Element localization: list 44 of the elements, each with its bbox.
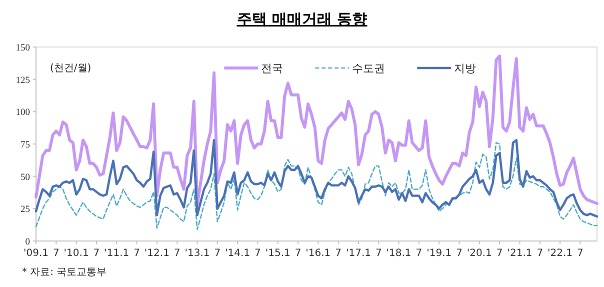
y-tick-label: 25 xyxy=(20,205,30,216)
chart-title: 주택 매매거래 동향 xyxy=(236,10,368,28)
x-tick-label: 7 xyxy=(416,248,422,259)
x-tick-label: '11.1 xyxy=(104,248,130,259)
x-tick-label: 7 xyxy=(294,248,302,259)
legend-label: 수도권 xyxy=(352,62,386,75)
x-tick-label: 7 xyxy=(214,248,221,259)
x-tick-label: '21.1 xyxy=(507,248,532,259)
line-series xyxy=(34,138,598,218)
x-tick-label: 7 xyxy=(93,248,100,259)
x-tick-label: 7 xyxy=(536,248,544,259)
x-tick-label: '15.1 xyxy=(265,248,290,259)
y-tick-label: 125 xyxy=(16,76,30,86)
text: * 자료: 국토교통부 xyxy=(22,267,107,278)
x-tick-label: '13.1 xyxy=(184,248,210,259)
y-tick-label: 0 xyxy=(25,238,30,248)
line-series xyxy=(35,142,598,230)
x-tick-label: 7 xyxy=(456,248,462,259)
legend-label: 지방 xyxy=(454,62,476,75)
x-tick-label: 7 xyxy=(52,248,60,259)
x-tick-label: 7 xyxy=(134,248,140,259)
x-tick-label: 7 xyxy=(174,248,180,259)
x-tick-label: '12.1 xyxy=(144,248,170,259)
x-tick-label: '09.1 xyxy=(23,248,49,259)
y-tick-label: 100 xyxy=(16,108,30,118)
x-tick-label: '14.1 xyxy=(225,248,250,259)
x-tick-label: '16.1 xyxy=(306,248,331,259)
x-tick-label: 7 xyxy=(335,248,342,259)
x-tick-label: 7 xyxy=(496,248,503,259)
y-tick-label: 150 xyxy=(16,44,30,54)
x-tick-label: '20.1 xyxy=(466,248,492,259)
line-series xyxy=(34,54,598,206)
x-tick-label: '17.1 xyxy=(346,248,371,259)
y-axis-title: (천건/월) xyxy=(50,63,92,74)
x-tick-label: '22.1 xyxy=(548,248,573,259)
legend-label: 전국 xyxy=(261,62,284,75)
x-tick-label: '10.1 xyxy=(64,248,89,259)
x-tick-label: 7 xyxy=(254,248,261,259)
x-tick-label: '18.1 xyxy=(386,248,412,259)
x-tick-label: 7 xyxy=(577,248,584,259)
x-tick-label: '19.1 xyxy=(426,248,452,259)
x-tick-label: 7 xyxy=(375,248,382,259)
y-tick-label: 50 xyxy=(20,172,30,183)
y-tick-label: 75 xyxy=(20,140,30,150)
